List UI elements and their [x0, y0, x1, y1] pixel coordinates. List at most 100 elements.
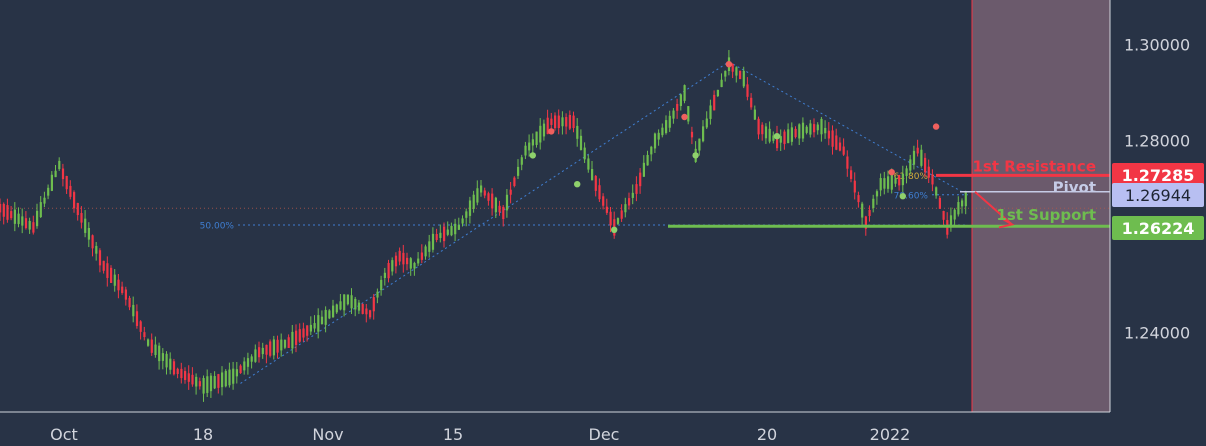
swing-low-marker — [574, 181, 581, 188]
candle-body — [346, 294, 349, 305]
candle-body — [650, 146, 653, 155]
candle-body — [550, 118, 553, 125]
price-tag — [1112, 216, 1204, 240]
candle-body — [631, 192, 634, 198]
candle-body — [587, 158, 590, 170]
candle-body — [679, 94, 682, 106]
candle-body — [13, 209, 16, 224]
candle-body — [468, 200, 472, 216]
candle-body — [565, 117, 568, 127]
candle-body — [172, 361, 176, 375]
candle-body — [435, 234, 438, 240]
candle-body — [365, 308, 368, 315]
price-tag-label: 1.26944 — [1125, 186, 1191, 205]
candle-body — [121, 286, 124, 293]
candle-body — [376, 291, 379, 298]
candle-body — [646, 154, 649, 166]
candle-body — [779, 136, 782, 143]
candle-body — [668, 115, 671, 128]
candle-body — [705, 118, 708, 128]
candle-body — [113, 274, 116, 286]
candle-body — [838, 142, 842, 151]
y-tick-label: 1.28000 — [1124, 132, 1190, 151]
candle-body — [43, 197, 46, 204]
candle-body — [938, 197, 941, 209]
candle-body — [243, 361, 246, 371]
candle-body — [698, 138, 701, 151]
forecast-arrow-shaft — [974, 191, 1013, 226]
candle-body — [58, 160, 61, 170]
candle-body — [91, 235, 94, 249]
candle-body — [857, 195, 860, 203]
candle-body — [542, 123, 546, 137]
candle-body — [761, 124, 764, 135]
candle-body — [84, 218, 87, 233]
candle-body — [535, 131, 538, 145]
candle-body — [887, 176, 890, 189]
candle-body — [961, 200, 964, 207]
candle-body — [831, 130, 834, 147]
candle-body — [750, 97, 753, 108]
candle-body — [209, 375, 213, 392]
candle-body — [431, 233, 435, 250]
candle-body — [813, 124, 816, 133]
candle-body — [394, 255, 398, 267]
candle-body — [465, 211, 468, 218]
candle-body — [95, 245, 98, 254]
candle-body — [17, 213, 20, 225]
price-tag — [1112, 163, 1204, 187]
candle-body — [487, 193, 490, 201]
candle-body — [520, 157, 523, 165]
candle-body — [221, 372, 224, 388]
x-tick-label: 18 — [193, 425, 213, 444]
candle-body — [602, 196, 605, 206]
candle-body — [957, 202, 960, 215]
candle-body — [328, 310, 331, 319]
candle-body — [154, 344, 157, 356]
candle-body — [165, 353, 168, 368]
fib-level-label: 50.00% — [200, 222, 235, 232]
candle-body — [276, 339, 279, 353]
candle-body — [446, 229, 449, 235]
candle-body — [572, 115, 575, 129]
candle-body — [868, 210, 871, 216]
candle-body — [265, 344, 268, 355]
candle-body — [317, 315, 320, 332]
swing-low-marker — [611, 226, 618, 233]
candle-body — [161, 353, 164, 361]
candle-body — [824, 127, 827, 134]
candle-body — [509, 189, 512, 195]
candle-body — [864, 216, 867, 229]
fib-trend-line — [728, 61, 966, 195]
candle-body — [935, 187, 938, 196]
candle-body — [98, 250, 102, 266]
candle-body — [32, 222, 35, 233]
candle-body — [498, 205, 501, 213]
candle-body — [872, 198, 875, 209]
swing-high-marker — [681, 113, 688, 121]
candle-body — [883, 178, 886, 189]
candle-body — [6, 205, 9, 220]
candle-body — [557, 115, 560, 129]
candle-body — [949, 215, 953, 227]
candle-body — [735, 67, 738, 76]
candle-body — [272, 339, 275, 356]
candle-body — [665, 120, 668, 134]
candle-body — [69, 185, 72, 197]
candle-body — [953, 209, 956, 220]
candle-body — [61, 168, 65, 180]
candle-body — [713, 94, 716, 111]
swing-high-marker — [725, 60, 733, 68]
candle-body — [198, 381, 201, 387]
candle-body — [235, 369, 238, 377]
x-tick-label: 15 — [443, 425, 463, 444]
candle-body — [372, 297, 375, 312]
candle-body — [191, 374, 194, 385]
candle-body — [605, 206, 608, 213]
y-tick-label: 1.30000 — [1124, 36, 1190, 55]
candle-body — [0, 203, 2, 213]
forecast-zone — [972, 0, 1110, 412]
candle-body — [912, 150, 916, 165]
candle-body — [805, 126, 808, 133]
